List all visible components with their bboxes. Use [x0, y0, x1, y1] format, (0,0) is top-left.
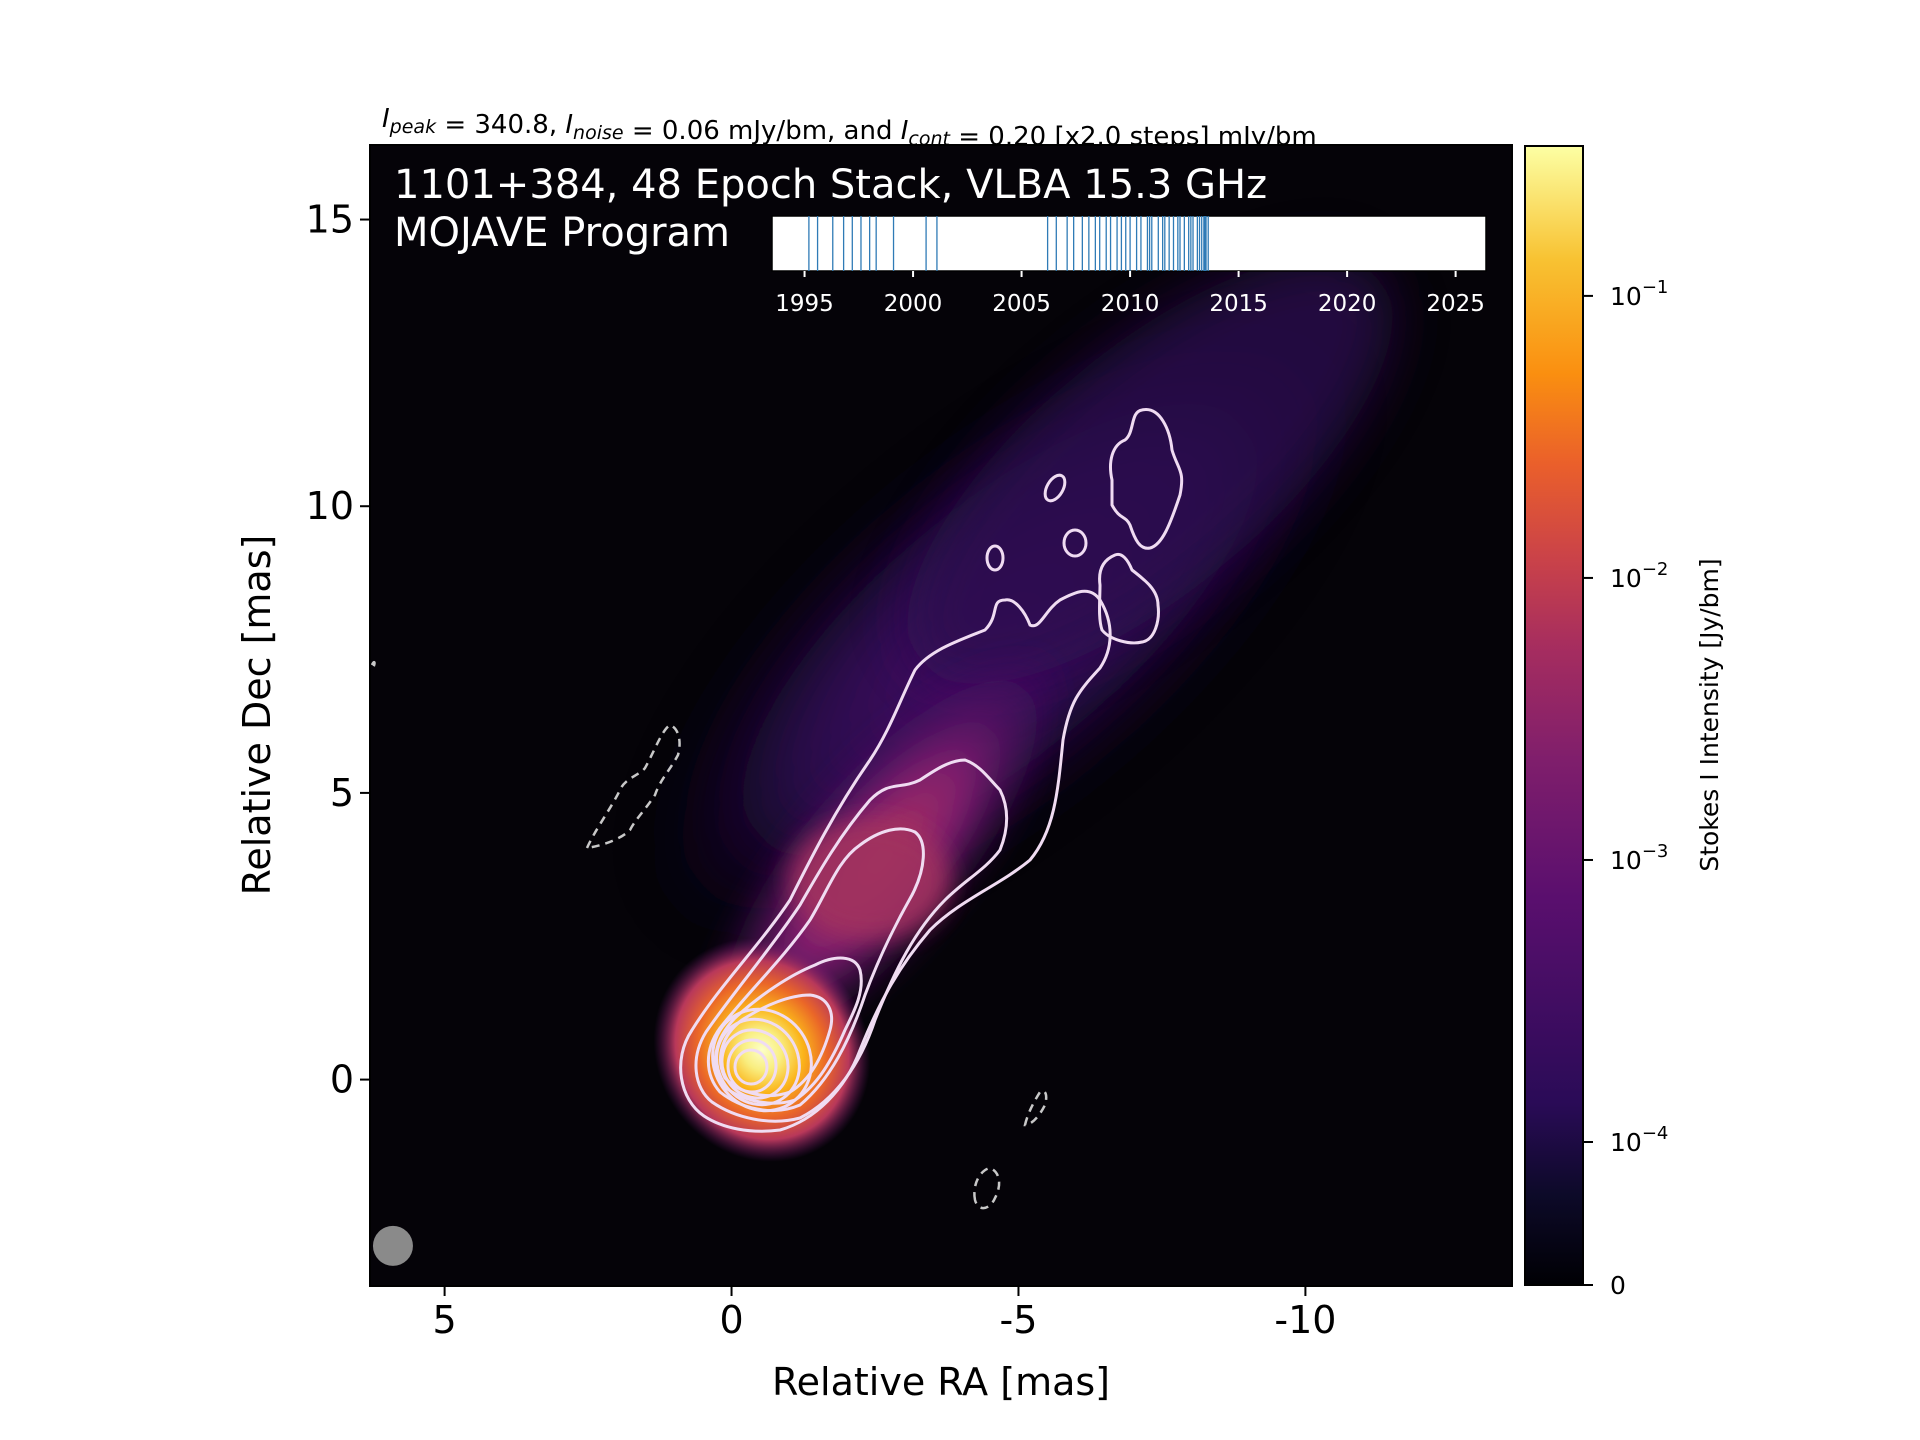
colorbar-label: Stokes I Intensity [Jy/bm]	[1695, 558, 1724, 871]
timeline-box	[771, 215, 1487, 272]
timeline-tick-label: 2020	[1318, 291, 1377, 317]
header-text-1: = 340.8,	[436, 110, 565, 140]
contour-level-6	[711, 1007, 813, 1113]
colorbar-tick-exponent: −4	[1642, 1123, 1669, 1144]
y-tick-label: 15	[306, 198, 354, 242]
jet-knot	[790, 820, 950, 940]
colorbar-tick-label: 10−4	[1610, 1123, 1668, 1157]
colorbar-tick-exponent: −2	[1642, 559, 1669, 580]
timeline-tick-label: 2025	[1426, 291, 1485, 317]
x-tick-label: 5	[433, 1298, 457, 1342]
epoch-lines	[808, 216, 1209, 271]
contour-level-10	[733, 1048, 769, 1086]
header-symbol-peak: I	[382, 104, 390, 134]
contour-island-small-1	[1062, 528, 1088, 558]
contour-level-8	[720, 1028, 790, 1100]
header-subscript-peak: peak	[389, 116, 437, 138]
timeline-tick-label: 2015	[1209, 291, 1268, 317]
contour-level-2	[694, 758, 1009, 1123]
colorbar-tick-base: 10	[1610, 564, 1642, 593]
colorbar: 010−410−310−210−1 Stokes I Intensity [Jy…	[1524, 145, 1724, 1300]
timeline-tick-label: 2000	[884, 291, 943, 317]
colorbar-tick-label: 10−1	[1610, 277, 1668, 311]
colorbar-tick-exponent: −3	[1642, 841, 1669, 862]
y-tick-label: 0	[330, 1058, 354, 1102]
contour-island-north	[1109, 408, 1184, 550]
negative-contours	[370, 660, 1048, 1210]
colorbar-tick-exponent: −1	[1642, 277, 1669, 298]
colorbar-tick-base: 10	[1610, 1128, 1642, 1157]
negative-contour-2	[1023, 1089, 1048, 1127]
source-title: 1101+384, 48 Epoch Stack, VLBA 15.3 GHz	[394, 162, 1267, 208]
header-subscript-noise: noise	[573, 122, 624, 144]
colorbar-tick-base: 10	[1610, 846, 1642, 875]
negative-contour-4	[370, 660, 376, 669]
restoring-beam-marker	[372, 1225, 413, 1266]
colorbar-tick-base: 10	[1610, 282, 1642, 311]
colorbar-tick-label: 10−3	[1610, 841, 1668, 875]
header-symbol-cont: I	[901, 116, 909, 146]
header-symbol-noise: I	[565, 110, 573, 140]
jet-far-halo	[907, 256, 1393, 684]
timeline-tick-label: 1995	[775, 291, 834, 317]
contour-island-small-2	[1043, 473, 1067, 503]
intensity-image	[370, 145, 1512, 1286]
x-tick-label: 0	[719, 1298, 743, 1342]
negative-contour-3	[973, 1166, 1001, 1210]
x-tick-label: -10	[1274, 1298, 1336, 1342]
colorbar-tick-label: 0	[1610, 1271, 1626, 1300]
x-tick-label: -5	[1000, 1298, 1038, 1342]
y-tick-label: 10	[306, 484, 354, 528]
y-axis-ticks: 0 5 10 15	[306, 198, 370, 1102]
timeline-tick-label: 2005	[992, 291, 1051, 317]
negative-contour-1	[584, 723, 681, 850]
x-axis-ticks: 5 0 -5 -10	[433, 1286, 1336, 1342]
y-tick-label: 5	[330, 771, 354, 815]
x-axis-label: Relative RA [mas]	[772, 1360, 1110, 1404]
y-axis-label: Relative Dec [mas]	[235, 535, 279, 896]
timeline-ticks: 1995 2000 2005 2010 2015 2020 2025	[775, 271, 1485, 317]
intensity-contours	[679, 408, 1184, 1133]
contour-island-small-3	[985, 544, 1005, 572]
contour-island-middle	[1098, 552, 1160, 645]
colorbar-tick-label: 10−2	[1610, 559, 1668, 593]
plot-frame	[369, 144, 1513, 1287]
header-text-3: = 0.06 mJy/bm, and	[624, 116, 901, 146]
contour-level-3	[706, 827, 925, 1113]
epoch-timeline-inset: 1995 2000 2005 2010 2015 2020 2025	[771, 215, 1487, 317]
colorbar-ticks: 010−410−310−210−1	[1583, 277, 1668, 1300]
contour-level-7	[715, 1017, 801, 1107]
timeline-tick-label: 2010	[1101, 291, 1160, 317]
colorbar-gradient	[1524, 145, 1584, 1286]
contour-level-9	[726, 1038, 778, 1094]
core-emission	[653, 938, 871, 1162]
contour-outer-jet	[679, 589, 1112, 1133]
program-title: MOJAVE Program	[394, 210, 730, 256]
